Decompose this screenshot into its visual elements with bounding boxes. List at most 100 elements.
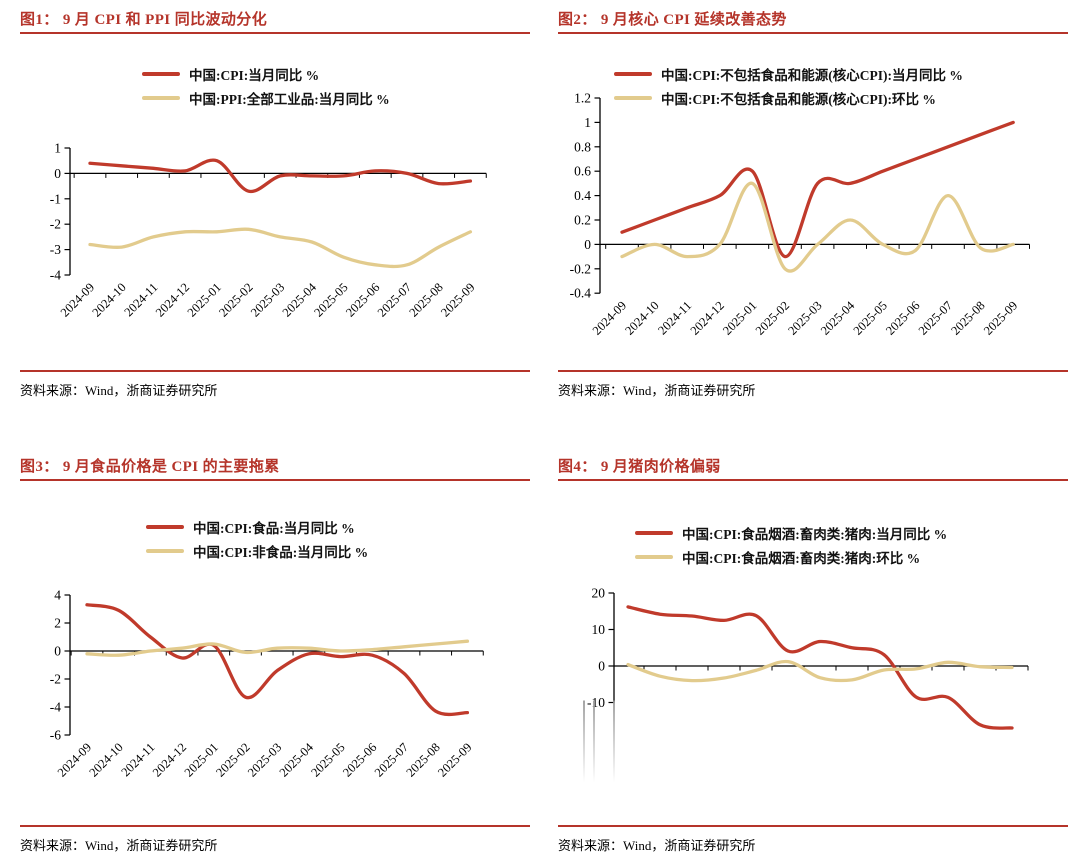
x-tick-label: 2025-03 xyxy=(785,298,824,337)
x-tick-label: 2024-09 xyxy=(58,280,97,319)
chart-legend: 中国:CPI:当月同比 % 中国:PPI:全部工业品:当月同比 % xyxy=(142,62,390,110)
footer-rule xyxy=(558,370,1068,372)
y-tick-label: 1 xyxy=(584,115,591,130)
x-tick-label: 2025-06 xyxy=(883,298,922,337)
title-rule xyxy=(20,32,530,34)
y-tick-label: 0.4 xyxy=(574,188,591,203)
legend-label: 中国:PPI:全部工业品:当月同比 % xyxy=(189,92,390,107)
watermark-fade-streak xyxy=(613,700,615,783)
x-tick-label: 2025-02 xyxy=(753,298,792,337)
x-tick-label: 2025-08 xyxy=(403,740,442,779)
x-tick-label: 2025-07 xyxy=(372,740,411,779)
legend-label: 中国:CPI:非食品:当月同比 % xyxy=(193,545,369,560)
series-line-red xyxy=(626,605,1014,730)
y-tick-label: 10 xyxy=(592,622,606,637)
x-tick-label: 2025-02 xyxy=(213,740,252,779)
footer-rule xyxy=(20,825,530,827)
x-tick-label: 2025-09 xyxy=(435,740,474,779)
y-tick-label: -0.2 xyxy=(570,261,591,276)
legend-label: 中国:CPI:食品烟酒:畜肉类:猪肉:环比 % xyxy=(682,551,921,566)
x-tick-label: 2025-06 xyxy=(340,740,379,779)
source-note: 资料来源：Wind，浙商证券研究所 xyxy=(20,838,218,853)
legend-line-swatch xyxy=(614,72,652,76)
y-tick-label: 20 xyxy=(592,586,606,601)
x-tick-label: 2025-04 xyxy=(277,740,317,780)
x-tick-label: 2025-07 xyxy=(916,298,955,337)
x-tick-label: 2025-04 xyxy=(280,280,320,320)
chart-legend: 中国:CPI:不包括食品和能源(核心CPI):当月同比 % 中国:CPI:不包括食… xyxy=(614,62,963,110)
legend-line-swatch xyxy=(635,555,673,559)
legend-item: 中国:CPI:食品烟酒:畜肉类:猪肉:环比 % xyxy=(635,545,947,569)
y-tick-label: 2 xyxy=(54,616,61,631)
footer-rule xyxy=(558,825,1068,827)
y-tick-label: -0.4 xyxy=(570,286,592,301)
x-tick-label: 2025-03 xyxy=(245,740,284,779)
figure-panel-1: 图1： 9 月 CPI 和 PPI 同比波动分化 中国:CPI:当月同比 % 中国… xyxy=(20,8,530,422)
y-tick-label: 1 xyxy=(54,141,61,156)
figure-panel-4: 图4： 9 月猪肉价格偏弱 中国:CPI:食品烟酒:畜肉类:猪肉:当月同比 % 中… xyxy=(558,455,1068,863)
y-tick-label: 0.2 xyxy=(574,213,591,228)
y-tick-label: 4 xyxy=(54,588,61,603)
x-tick-label: 2024-10 xyxy=(89,280,128,319)
y-tick-label: 0 xyxy=(54,166,61,181)
title-rule xyxy=(558,479,1068,481)
y-tick-label: -2 xyxy=(50,672,61,687)
x-tick-label: 2024-11 xyxy=(655,298,694,337)
watermark-fade-streak xyxy=(583,700,585,783)
x-tick-label: 2025-09 xyxy=(981,298,1020,337)
x-tick-label: 2024-11 xyxy=(121,280,160,319)
source-note: 资料来源：Wind，浙商证券研究所 xyxy=(558,838,756,853)
legend-item: 中国:CPI:不包括食品和能源(核心CPI):环比 % xyxy=(614,86,963,110)
y-tick-label: 0.6 xyxy=(574,164,591,179)
figure-title: 图4： 9 月猪肉价格偏弱 xyxy=(558,459,721,475)
y-tick-label: -6 xyxy=(50,728,61,743)
legend-item: 中国:CPI:食品烟酒:畜肉类:猪肉:当月同比 % xyxy=(635,521,947,545)
chart-legend: 中国:CPI:食品:当月同比 % 中国:CPI:非食品:当月同比 % xyxy=(146,515,368,563)
series-line-red xyxy=(85,603,470,717)
title-rule xyxy=(20,479,530,481)
x-tick-label: 2025-07 xyxy=(375,280,414,319)
legend-line-swatch xyxy=(142,96,180,100)
series-line-tan xyxy=(85,639,470,657)
watermark-fade-streak xyxy=(593,700,595,783)
x-tick-label: 2025-01 xyxy=(185,280,224,319)
series-line-tan xyxy=(620,181,1015,273)
x-tick-label: 2025-05 xyxy=(308,740,347,779)
figure-title: 图2： 9 月核心 CPI 延续改善态势 xyxy=(558,12,787,28)
line-chart-fig4: 20 10 0 -10 xyxy=(583,586,1029,783)
x-tick-label: 2024-12 xyxy=(150,740,189,779)
x-tick-label: 2024-10 xyxy=(622,298,661,337)
x-tick-label: 2025-05 xyxy=(851,298,890,337)
y-tick-label: -10 xyxy=(587,695,605,710)
y-tick-label: -4 xyxy=(50,700,61,715)
figure-title: 图1： 9 月 CPI 和 PPI 同比波动分化 xyxy=(20,12,268,28)
source-note: 资料来源：Wind，浙商证券研究所 xyxy=(558,383,756,398)
x-tick-label: 2025-05 xyxy=(311,280,350,319)
x-tick-label: 2024-09 xyxy=(55,740,94,779)
x-tick-label: 2025-08 xyxy=(948,298,987,337)
y-tick-label: -2 xyxy=(50,217,61,232)
title-rule xyxy=(558,32,1068,34)
legend-label: 中国:CPI:当月同比 % xyxy=(189,68,320,83)
series-line-red xyxy=(620,120,1015,259)
x-tick-label: 2025-06 xyxy=(343,280,382,319)
figure-panel-3: 图3： 9 月食品价格是 CPI 的主要拖累 中国:CPI:食品:当月同比 % 中… xyxy=(20,455,530,863)
y-tick-label: 1.2 xyxy=(574,91,591,106)
line-chart-fig2: 1.210.80.60.40.20-0.2-0.42024-092024-102… xyxy=(570,91,1030,338)
legend-label: 中国:CPI:食品:当月同比 % xyxy=(193,521,355,536)
legend-label: 中国:CPI:不包括食品和能源(核心CPI):环比 % xyxy=(661,92,936,107)
y-tick-label: -3 xyxy=(50,242,61,257)
y-tick-label: -4 xyxy=(50,268,61,283)
y-tick-label: 0.8 xyxy=(574,139,591,154)
x-tick-label: 2024-12 xyxy=(688,298,727,337)
chart-legend: 中国:CPI:食品烟酒:畜肉类:猪肉:当月同比 % 中国:CPI:食品烟酒:畜肉类… xyxy=(635,521,947,569)
source-note: 资料来源：Wind，浙商证券研究所 xyxy=(20,383,218,398)
legend-item: 中国:CPI:不包括食品和能源(核心CPI):当月同比 % xyxy=(614,62,963,86)
x-tick-label: 2025-02 xyxy=(216,280,255,319)
figure-panel-2: 图2： 9 月核心 CPI 延续改善态势 中国:CPI:不包括食品和能源(核心C… xyxy=(558,8,1068,422)
y-tick-label: 0 xyxy=(584,237,591,252)
figure-title: 图3： 9 月食品价格是 CPI 的主要拖累 xyxy=(20,459,280,475)
series-line-tan xyxy=(626,659,1014,683)
x-tick-label: 2024-10 xyxy=(86,740,125,779)
x-tick-label: 2025-01 xyxy=(720,298,759,337)
